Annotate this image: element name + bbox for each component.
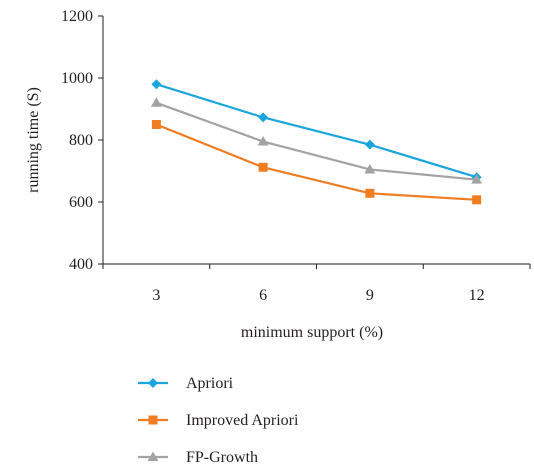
chart-axes: [102, 16, 530, 265]
legend-item: FP-Growth: [138, 449, 258, 466]
legend-item: Improved Apriori: [138, 412, 299, 429]
data-point-fp-growth: [471, 174, 483, 184]
x-axis-ticks: 3 6 9 12: [102, 264, 531, 304]
y-tick-label: 1200: [61, 8, 93, 25]
legend: Apriori Improved Apriori FP-Growth: [138, 375, 299, 466]
data-point-fp-growth: [257, 136, 269, 146]
x-tick-label: 6: [259, 287, 267, 304]
y-tick-label: 1000: [61, 70, 93, 87]
data-point-fp-growth: [364, 163, 376, 174]
data-point-fp-growth: [150, 97, 162, 107]
legend-swatch-marker: [148, 415, 158, 425]
series-layer: [150, 79, 483, 205]
y-tick-label: 600: [69, 194, 93, 211]
data-point-improved-apriori: [472, 195, 482, 205]
data-point-improved-apriori: [365, 188, 375, 198]
y-tick-label: 400: [69, 256, 93, 273]
data-point-improved-apriori: [151, 120, 161, 129]
x-tick-label: 3: [152, 287, 160, 304]
data-point-apriori: [258, 112, 269, 123]
x-axis-title: minimum support (%): [241, 324, 383, 341]
series-apriori: [151, 79, 482, 183]
legend-label: FP-Growth: [186, 449, 258, 466]
y-axis-ticks: 400 600 800 1000 1200: [61, 8, 103, 273]
series-fp-growth: [150, 97, 483, 184]
series-improved-apriori: [151, 120, 482, 205]
data-point-improved-apriori: [258, 162, 268, 172]
legend-label: Apriori: [186, 375, 234, 392]
x-tick-label: 12: [469, 287, 485, 304]
legend-item: Apriori: [138, 375, 234, 392]
legend-swatch-marker: [148, 378, 158, 388]
y-tick-label: 800: [69, 132, 93, 149]
series-line-improved-apriori: [155, 123, 477, 201]
legend-label: Improved Apriori: [186, 412, 299, 429]
data-point-apriori: [151, 79, 162, 90]
series-line-fp-growth: [155, 101, 477, 181]
data-point-apriori: [364, 139, 375, 150]
series-line-apriori: [156, 83, 477, 179]
legend-swatch-marker: [147, 451, 159, 461]
y-axis-title: running time (S): [25, 87, 42, 193]
x-tick-label: 9: [366, 287, 374, 304]
